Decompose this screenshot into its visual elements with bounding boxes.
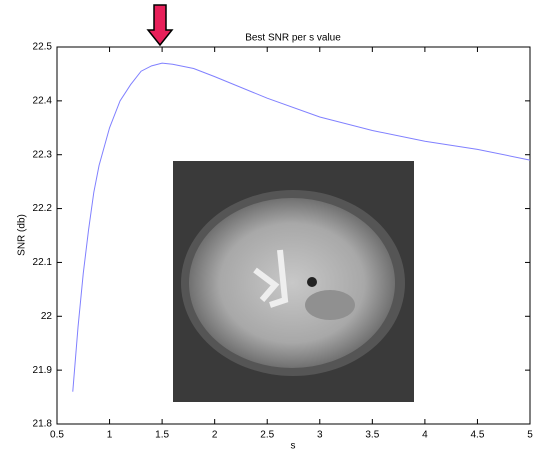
arrow [148, 5, 172, 45]
x-axis-label: s [291, 441, 296, 452]
chart: Best SNR per s value s SNR (db) 0.5 1 1.5 2… [0, 0, 536, 453]
y-tick-label: 22.2 [33, 203, 53, 214]
x-tick-label: 2.5 [260, 430, 274, 441]
x-tick-label: 4.5 [470, 430, 484, 441]
x-tick-label: 1.5 [155, 430, 169, 441]
x-tick-label: 3.5 [365, 430, 379, 441]
x-tick-label: 1 [107, 430, 113, 441]
x-tick-label: 0.5 [50, 430, 64, 441]
y-tick-label: 22.5 [33, 42, 53, 53]
y-tick-label: 21.8 [33, 419, 53, 430]
x-tick-label: 3 [317, 430, 323, 441]
y-tick-label: 22.4 [33, 95, 53, 106]
x-tick-label: 2 [212, 430, 218, 441]
y-tick-label: 22.3 [33, 149, 53, 160]
x-tick-label: 4 [422, 430, 428, 441]
y-axis-label: SNR (db) [17, 214, 28, 256]
chart-title: Best SNR per s value [245, 33, 341, 44]
y-tick-label: 22.1 [33, 257, 53, 268]
y-tick-label: 22 [41, 311, 53, 322]
x-tick-label: 5 [527, 430, 533, 441]
y-tick-label: 21.9 [33, 365, 53, 376]
brain-image [173, 161, 414, 402]
